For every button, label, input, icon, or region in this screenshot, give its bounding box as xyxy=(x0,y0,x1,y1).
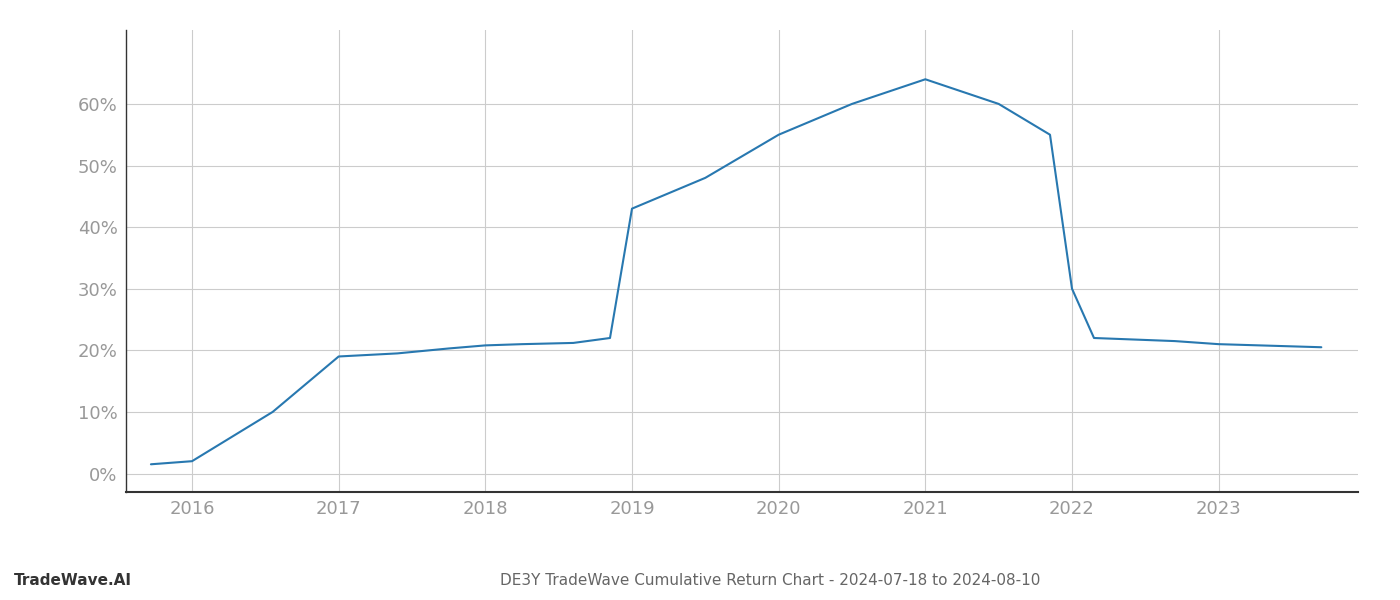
Text: DE3Y TradeWave Cumulative Return Chart - 2024-07-18 to 2024-08-10: DE3Y TradeWave Cumulative Return Chart -… xyxy=(500,573,1040,588)
Text: TradeWave.AI: TradeWave.AI xyxy=(14,573,132,588)
